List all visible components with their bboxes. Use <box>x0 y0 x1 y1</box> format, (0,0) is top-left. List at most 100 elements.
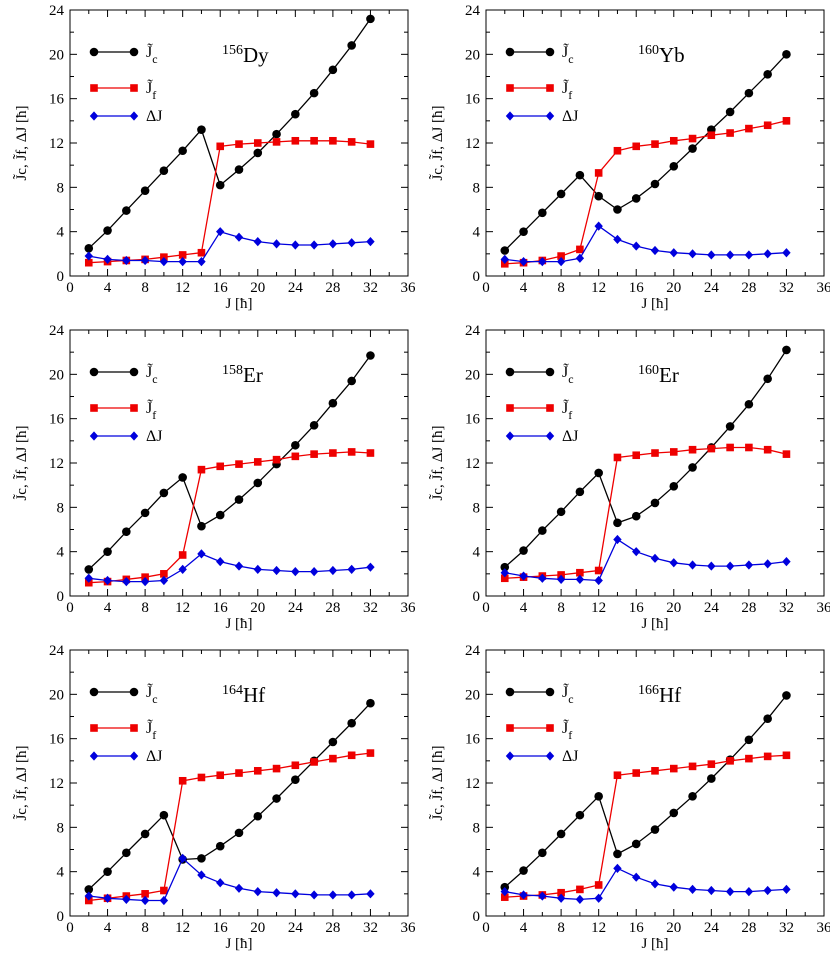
data-point-dj <box>763 249 771 258</box>
x-tick-label: 16 <box>213 280 229 296</box>
legend-marker-jc <box>506 48 515 57</box>
data-point-jc <box>141 830 150 839</box>
y-tick-label: 8 <box>57 500 65 516</box>
data-point-jf <box>670 448 678 456</box>
data-point-dj <box>613 235 621 244</box>
data-point-jf <box>273 765 281 773</box>
x-tick-label: 8 <box>557 920 565 936</box>
data-point-jc <box>557 190 566 199</box>
x-tick-label: 24 <box>704 280 720 296</box>
legend-label-jc: J̃c <box>562 683 574 706</box>
y-axis-label: J̃c, J̃f, ΔJ [ħ] <box>13 425 30 500</box>
data-point-dj <box>745 250 753 259</box>
data-point-jc <box>613 850 622 859</box>
legend-marker-jf <box>506 404 514 412</box>
y-tick-label: 16 <box>49 412 65 428</box>
y-axis-label: J̃c, J̃f, ΔJ [ħ] <box>429 105 446 180</box>
x-tick-label: 0 <box>482 600 490 616</box>
data-point-jc <box>366 699 375 708</box>
data-point-dj <box>782 557 790 566</box>
data-point-jc <box>253 479 262 488</box>
legend-marker-dj <box>90 431 98 440</box>
data-point-jf <box>273 456 281 464</box>
legend-label-dj: ΔJ <box>562 428 579 445</box>
series-line-jc <box>505 54 787 250</box>
data-point-jc <box>347 377 356 386</box>
y-tick-label: 24 <box>49 643 65 659</box>
data-point-dj <box>366 889 374 898</box>
y-tick-label: 12 <box>465 136 480 152</box>
x-tick-label: 0 <box>482 920 490 936</box>
data-point-jc <box>707 774 716 783</box>
data-point-jf <box>614 454 622 462</box>
x-tick-label: 8 <box>141 920 149 936</box>
data-point-jf <box>348 138 356 146</box>
data-point-jc <box>216 842 225 851</box>
series-line-jc <box>505 350 787 567</box>
data-point-jf <box>614 147 622 155</box>
data-point-jf <box>726 129 734 137</box>
legend-marker-jc <box>90 688 99 697</box>
nucleus-label: 164Hf <box>222 683 265 707</box>
y-tick-label: 16 <box>465 92 481 108</box>
x-tick-label: 32 <box>779 920 794 936</box>
data-point-jf <box>745 755 753 763</box>
data-point-jc <box>235 495 244 504</box>
data-point-jf <box>235 460 243 468</box>
x-tick-label: 28 <box>325 600 340 616</box>
x-axis-label: J [ħ] <box>641 616 668 632</box>
data-point-jc <box>253 812 262 821</box>
data-point-jf <box>292 761 300 769</box>
x-tick-label: 32 <box>779 280 794 296</box>
y-tick-label: 24 <box>49 3 65 19</box>
data-point-jf <box>708 131 716 139</box>
x-tick-label: 36 <box>401 920 417 936</box>
data-point-jf <box>310 450 318 458</box>
data-point-dj <box>651 246 659 255</box>
data-point-jc <box>178 473 187 482</box>
data-point-jf <box>329 755 337 763</box>
y-tick-label: 24 <box>465 3 481 19</box>
series-line-dj <box>505 226 787 262</box>
nucleus-label: 160Yb <box>638 43 685 67</box>
y-tick-label: 0 <box>57 589 65 605</box>
data-point-jc <box>253 149 262 158</box>
y-tick-label: 24 <box>465 323 481 339</box>
x-tick-label: 24 <box>704 920 720 936</box>
legend-label-jc: J̃c <box>562 43 574 66</box>
legend-marker-dj <box>546 111 554 120</box>
x-tick-label: 28 <box>325 920 340 936</box>
data-point-jc <box>178 146 187 155</box>
y-axis-label: J̃c, J̃f, ΔJ [ħ] <box>429 745 446 820</box>
legend-marker-dj <box>130 751 138 760</box>
legend-marker-dj <box>90 751 98 760</box>
y-tick-label: 12 <box>465 776 480 792</box>
legend-marker-dj <box>130 111 138 120</box>
legend-label-jf: J̃f <box>562 719 572 742</box>
data-point-jf <box>273 138 281 146</box>
legend-label-jc: J̃c <box>146 43 158 66</box>
data-point-jf <box>670 137 678 145</box>
data-point-jc <box>291 110 300 119</box>
data-point-dj <box>670 558 678 567</box>
data-point-jc <box>103 867 112 876</box>
y-tick-label: 20 <box>465 47 480 63</box>
nucleus-label: 166Hf <box>638 683 681 707</box>
data-point-dj <box>688 249 696 258</box>
data-point-jf <box>745 125 753 133</box>
data-point-jc <box>576 811 585 820</box>
x-tick-label: 12 <box>591 280 606 296</box>
data-point-jf <box>292 453 300 461</box>
data-point-dj <box>291 567 299 576</box>
data-point-jc <box>745 735 754 744</box>
legend-marker-jc <box>90 368 99 377</box>
data-point-jc <box>576 488 585 497</box>
data-point-jc <box>141 509 150 518</box>
data-point-dj <box>651 554 659 563</box>
data-point-jf <box>367 140 375 148</box>
data-point-jc <box>688 463 697 472</box>
x-tick-label: 36 <box>817 920 830 936</box>
data-point-dj <box>310 240 318 249</box>
data-point-jc <box>122 527 131 536</box>
data-point-dj <box>726 250 734 259</box>
